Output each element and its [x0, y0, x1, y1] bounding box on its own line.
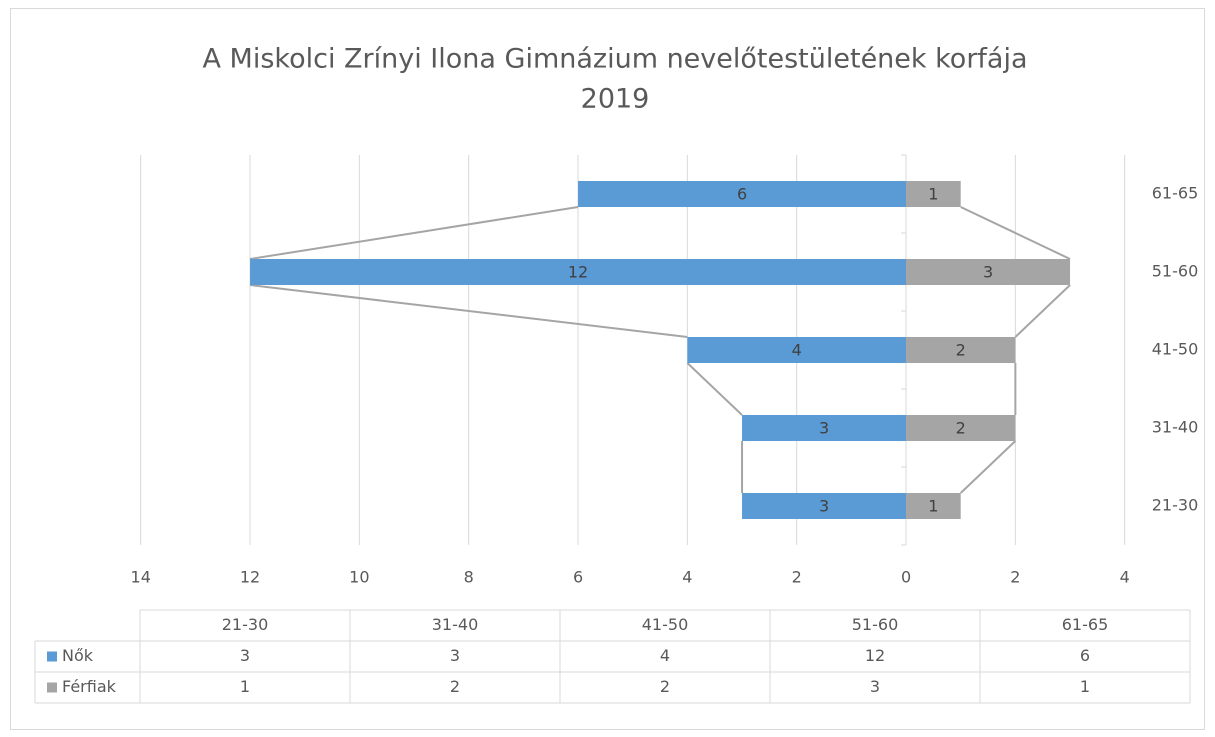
bar — [906, 337, 1016, 363]
data-label: 12 — [568, 263, 588, 282]
data-label: 2 — [956, 341, 966, 360]
bar — [742, 415, 907, 441]
y-tick-label: 21-30 — [1152, 496, 1199, 515]
x-tick-label: 2 — [792, 568, 802, 587]
x-tick-label: 6 — [573, 568, 583, 587]
legend-label: Férfiak — [62, 677, 117, 696]
table-header: 41-50 — [642, 615, 689, 634]
data-label: 1 — [928, 497, 938, 516]
table-cell: 3 — [450, 646, 460, 665]
series-line — [960, 440, 1017, 494]
y-tick-label: 51-60 — [1152, 262, 1199, 281]
y-tick-label: 31-40 — [1152, 418, 1199, 437]
chart-subtitle: 2019 — [581, 84, 650, 115]
chart-border — [10, 8, 1205, 730]
bar — [906, 181, 961, 207]
bar — [578, 181, 907, 207]
table-cell: 3 — [870, 677, 880, 696]
x-tick-label: 10 — [349, 568, 369, 587]
table-cell: 1 — [1080, 677, 1090, 696]
data-label: 2 — [956, 419, 966, 438]
data-label: 4 — [792, 341, 802, 360]
series-line — [249, 284, 688, 338]
bar — [906, 415, 1016, 441]
chart-title: A Miskolci Zrínyi Ilona Gimnázium nevelő… — [202, 44, 1027, 75]
y-tick-label: 41-50 — [1152, 340, 1199, 359]
table-header: 61-65 — [1062, 615, 1109, 634]
x-tick-label: 14 — [131, 568, 151, 587]
x-tick-label: 2 — [1010, 568, 1020, 587]
x-tick-label: 8 — [464, 568, 474, 587]
series-line — [960, 206, 1071, 260]
data-label: 3 — [983, 263, 993, 282]
bar — [742, 493, 907, 519]
table-cell: 2 — [660, 677, 670, 696]
bar — [687, 337, 907, 363]
series-line — [249, 206, 579, 260]
legend-label: Nők — [62, 646, 94, 665]
x-tick-label: 12 — [240, 568, 260, 587]
legend-key — [47, 682, 57, 693]
x-tick-label: 0 — [901, 568, 911, 587]
table-cell: 1 — [240, 677, 250, 696]
x-tick-label: 4 — [682, 568, 692, 587]
series-line — [686, 362, 743, 416]
table-cell: 2 — [450, 677, 460, 696]
bar — [906, 493, 961, 519]
data-label: 1 — [928, 185, 938, 204]
legend-key — [47, 651, 57, 662]
table-cell: 3 — [240, 646, 250, 665]
x-tick-label: 4 — [1120, 568, 1130, 587]
table-header: 31-40 — [432, 615, 479, 634]
data-label: 3 — [819, 419, 829, 438]
table-cell: 12 — [865, 646, 885, 665]
table-cell: 6 — [1080, 646, 1090, 665]
table-cell: 4 — [660, 646, 670, 665]
data-label: 6 — [737, 185, 747, 204]
y-tick-label: 61-65 — [1152, 184, 1199, 203]
bar — [906, 259, 1071, 285]
bar — [250, 259, 907, 285]
table-header: 21-30 — [222, 615, 269, 634]
data-label: 3 — [819, 497, 829, 516]
series-line — [1014, 284, 1071, 338]
table-header: 51-60 — [852, 615, 899, 634]
